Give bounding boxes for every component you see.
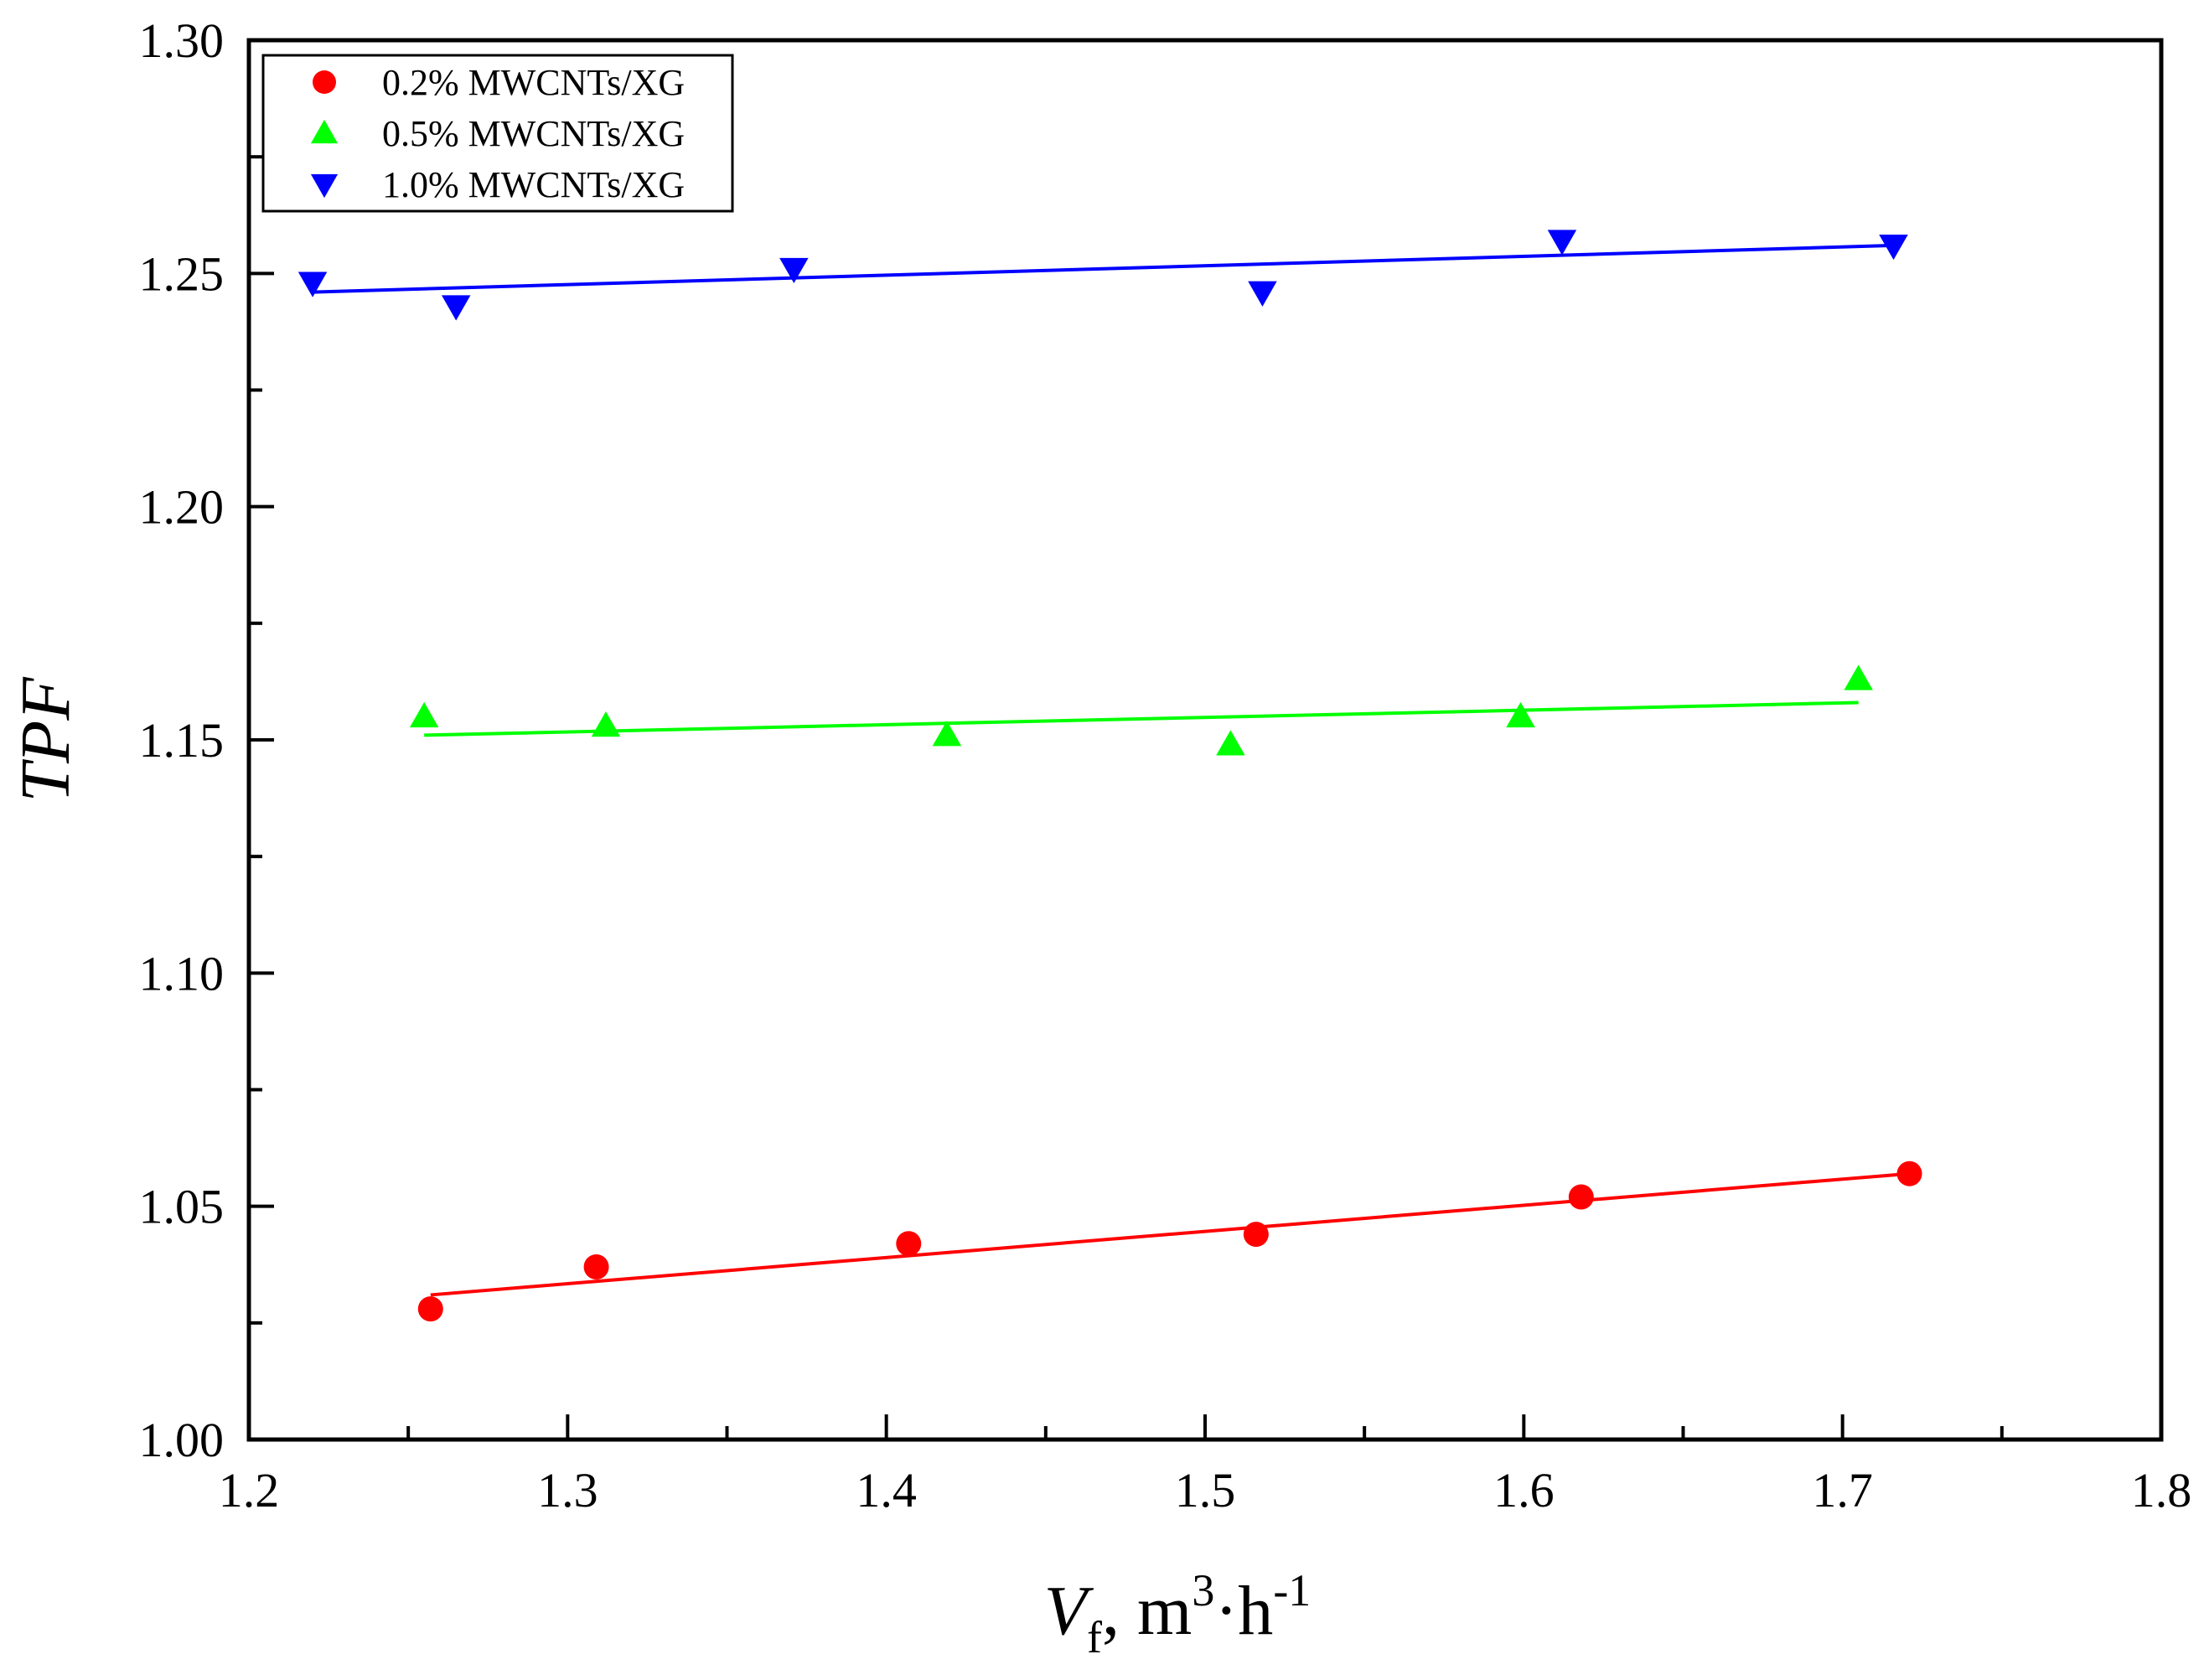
x-tick-label: 1.6 xyxy=(1493,1463,1555,1517)
y-tick-label: 1.25 xyxy=(139,246,225,301)
fit-lines xyxy=(313,243,1910,1297)
y-tick-label: 1.10 xyxy=(139,946,225,1000)
x-axis-title: Vf, m3·h-1 xyxy=(1044,1565,1312,1662)
data-point-0-2-mwcnts-xg xyxy=(417,1296,443,1322)
x-tick-label: 1.7 xyxy=(1812,1463,1873,1517)
x-tick-label: 1.4 xyxy=(856,1463,917,1517)
data-point-0-2-mwcnts-xg xyxy=(896,1231,922,1257)
x-axis: 1.2 1.3 1.4 1.5 1.6 1.7 1.8 xyxy=(219,1414,2192,1517)
y-tick-label: 1.20 xyxy=(139,480,225,535)
legend-label-0-5: 0.5% MWCNTs/XG xyxy=(382,113,685,154)
data-point-0-5-mwcnts-xg xyxy=(1506,701,1535,728)
x-tick-label: 1.2 xyxy=(219,1463,280,1517)
legend-label-1-0: 1.0% MWCNTs/XG xyxy=(382,164,685,205)
legend-box xyxy=(261,54,734,213)
fit-line-1-0-mwcnts-xg xyxy=(313,243,1894,294)
legend: 0.2% MWCNTs/XG 0.5% MWCNTs/XG 1.0% MWCNT… xyxy=(261,54,734,213)
y-tick-label: 1.00 xyxy=(139,1413,225,1467)
y-axis: 1.00 1.05 1.10 1.15 1.20 1.25 1.30 xyxy=(139,13,274,1467)
y-tick-label: 1.15 xyxy=(139,713,225,768)
plot-frame xyxy=(246,38,2164,1442)
data-point-0-2-mwcnts-xg xyxy=(1896,1160,1922,1186)
data-point-0-2-mwcnts-xg xyxy=(1568,1184,1594,1210)
data-point-0-5-mwcnts-xg xyxy=(591,711,621,737)
x-tick-label: 1.5 xyxy=(1175,1463,1236,1517)
data-point-0-5-mwcnts-xg xyxy=(932,721,962,747)
data-markers xyxy=(297,230,1922,1322)
y-tick-label: 1.30 xyxy=(139,13,225,68)
legend-marker-0-2-mwcnts-xg xyxy=(313,70,336,94)
legend-label-0-2: 0.2% MWCNTs/XG xyxy=(382,62,685,103)
data-point-1-0-mwcnts-xg xyxy=(1879,234,1908,261)
data-point-0-5-mwcnts-xg xyxy=(409,701,439,728)
data-point-0-5-mwcnts-xg xyxy=(1844,664,1873,690)
x-tick-label: 1.8 xyxy=(2131,1463,2192,1517)
legend-marker-0-5-mwcnts-xg xyxy=(310,119,339,144)
y-tick-label: 1.05 xyxy=(139,1180,225,1234)
fit-line-0-5-mwcnts-xg xyxy=(424,700,1859,737)
data-point-0-5-mwcnts-xg xyxy=(1216,730,1245,756)
data-point-1-0-mwcnts-xg xyxy=(1547,230,1577,256)
data-point-1-0-mwcnts-xg xyxy=(297,271,328,297)
fit-line-0-2-mwcnts-xg xyxy=(430,1171,1910,1297)
data-point-0-2-mwcnts-xg xyxy=(583,1254,609,1280)
x-tick-label: 1.3 xyxy=(537,1463,598,1517)
legend-marker-1-0-mwcnts-xg xyxy=(310,173,339,199)
data-point-1-0-mwcnts-xg xyxy=(441,295,471,321)
data-point-1-0-mwcnts-xg xyxy=(779,257,809,284)
legend-markers xyxy=(310,70,339,199)
data-point-0-2-mwcnts-xg xyxy=(1243,1222,1269,1248)
data-point-1-0-mwcnts-xg xyxy=(1248,281,1277,307)
y-axis-title: TPF xyxy=(7,676,85,803)
